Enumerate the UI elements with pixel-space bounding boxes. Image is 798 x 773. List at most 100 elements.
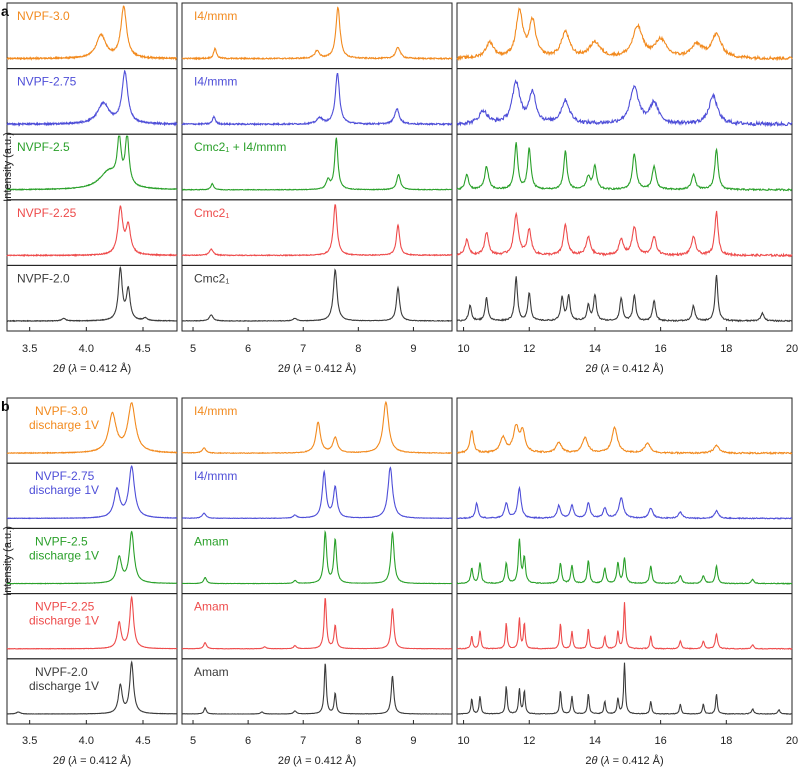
y-axis-label-b: Intensity (a.u.): [2, 526, 14, 596]
subplot-frame: [181, 658, 453, 725]
subplot-frame: [456, 658, 793, 725]
series-line-nvpf-2-0-col3: [456, 662, 793, 715]
x-axis-label: 2θ (λ = 0.412 Å): [53, 362, 131, 375]
x-tick-label: 8: [355, 343, 361, 355]
series-line-nvpf-2-25-col3: [456, 210, 793, 258]
series-line-nvpf-3-0-col2: [181, 400, 452, 455]
x-axis-label: 2θ (λ = 0.412 Å): [53, 754, 131, 767]
series-line-nvpf-2-0-col1: [6, 660, 177, 715]
series-label: NVPF-2.5: [35, 534, 88, 548]
phase-label: I4/mmm: [194, 75, 237, 89]
phase-label: Cmc2₁: [194, 206, 229, 220]
series-line-nvpf-2-0-col2: [181, 268, 453, 322]
series-line-nvpf-3-0-col3: [456, 423, 793, 455]
series-label: NVPF-2.5: [17, 140, 70, 154]
series-line-nvpf-2-75-col1: [6, 464, 178, 520]
y-axis-label-a: Intensity (a.u.): [2, 132, 14, 202]
x-axis-label: 2θ (λ = 0.412 Å): [278, 362, 356, 375]
x-tick-label: 10: [457, 343, 469, 355]
series-line-nvpf-2-25-col2: [181, 204, 453, 257]
phase-label: I4/mmm: [194, 469, 237, 483]
x-tick-label: 14: [589, 343, 601, 355]
series-line-nvpf-2-75-col1: [6, 69, 178, 127]
series-label-sub: discharge 1V: [29, 614, 99, 628]
x-tick-label: 5: [190, 343, 196, 355]
series-label: NVPF-2.0: [35, 665, 88, 679]
phase-label: Amam: [194, 600, 229, 614]
x-tick-label: 14: [589, 735, 601, 747]
panel-label-a: a: [1, 3, 9, 19]
phase-label: I4/mmm: [194, 404, 237, 418]
series-line-nvpf-2-75-col2: [181, 466, 453, 520]
series-label-sub: discharge 1V: [29, 418, 99, 432]
x-tick-label: 8: [355, 735, 361, 747]
x-tick-label: 4.0: [79, 343, 94, 355]
series-line-nvpf-3-0-col1: [6, 5, 178, 61]
series-line-nvpf-2-5-col3: [456, 538, 793, 585]
x-axis-label: 2θ (λ = 0.412 Å): [585, 362, 663, 375]
series-line-nvpf-2-0-col2: [181, 663, 453, 715]
series-line-nvpf-2-5-col3: [456, 142, 792, 192]
series-label-sub: discharge 1V: [29, 679, 99, 693]
series-label: NVPF-2.25: [35, 600, 95, 614]
series-line-nvpf-2-25-col1: [6, 205, 178, 258]
x-tick-label: 4.5: [135, 343, 150, 355]
x-tick-label: 18: [720, 735, 732, 747]
series-line-nvpf-2-0-col3: [456, 274, 793, 323]
x-tick-label: 16: [655, 735, 667, 747]
x-tick-label: 18: [720, 343, 732, 355]
x-tick-label: 7: [300, 343, 306, 355]
series-line-nvpf-2-75-col2: [181, 72, 453, 127]
x-tick-label: 3.5: [22, 735, 37, 747]
series-label: NVPF-3.0: [17, 9, 70, 23]
x-tick-label: 20: [786, 735, 798, 747]
x-tick-label: 12: [523, 343, 535, 355]
series-line-nvpf-3-0-col2: [181, 6, 453, 61]
series-label-sub: discharge 1V: [29, 483, 99, 497]
x-tick-label: 4.5: [135, 735, 150, 747]
x-tick-label: 9: [410, 735, 416, 747]
x-tick-label: 20: [786, 343, 798, 355]
series-line-nvpf-3-0-col3: [456, 7, 793, 62]
x-tick-label: 4.0: [79, 735, 94, 747]
phase-label: Amam: [194, 534, 229, 548]
series-line-nvpf-2-75-col3: [456, 79, 793, 128]
phase-label: Cmc2₁ + I4/mmm: [194, 140, 286, 154]
x-tick-label: 6: [245, 735, 251, 747]
subplot-frame: [6, 658, 178, 725]
x-axis-label: 2θ (λ = 0.412 Å): [585, 754, 663, 767]
series-line-nvpf-2-75-col3: [457, 485, 793, 520]
panel-a: a Intensity (a.u.) NVPF-3.0 NVPF-2.75 NVPF-2…: [1, 2, 798, 375]
series-label: NVPF-3.0: [35, 404, 88, 418]
x-axis-label: 2θ (λ = 0.412 Å): [278, 754, 356, 767]
subplot-frame: [456, 264, 793, 332]
panel-label-b: b: [1, 398, 10, 414]
x-tick-label: 6: [245, 343, 251, 355]
series-label: NVPF-2.75: [17, 75, 77, 89]
series-label: NVPF-2.25: [17, 206, 77, 220]
series-line-nvpf-2-5-col1: [6, 530, 178, 585]
series-line-nvpf-2-5-col2: [182, 529, 453, 585]
x-tick-label: 16: [655, 343, 667, 355]
series-label-sub: discharge 1V: [29, 548, 99, 562]
x-tick-label: 7: [300, 735, 306, 747]
series-line-nvpf-2-0-col1: [6, 266, 178, 323]
x-tick-label: 9: [410, 343, 416, 355]
series-line-nvpf-2-5-col1: [6, 135, 178, 191]
series-line-nvpf-2-5-col2: [181, 137, 452, 191]
phase-label: Amam: [194, 665, 229, 679]
phase-label: I4/mmm: [194, 9, 237, 23]
x-tick-label: 10: [457, 735, 469, 747]
series-line-nvpf-2-25-col2: [182, 598, 453, 650]
subplot-frame: [6, 264, 178, 332]
series-line-nvpf-2-25-col3: [456, 602, 793, 650]
series-label: NVPF-2.0: [17, 271, 70, 285]
x-tick-label: 3.5: [22, 343, 37, 355]
x-tick-label: 5: [190, 735, 196, 747]
x-tick-label: 12: [523, 735, 535, 747]
phase-label: Cmc2₁: [194, 271, 229, 285]
series-line-nvpf-2-25-col1: [6, 595, 178, 650]
subplot-frame: [181, 264, 453, 332]
